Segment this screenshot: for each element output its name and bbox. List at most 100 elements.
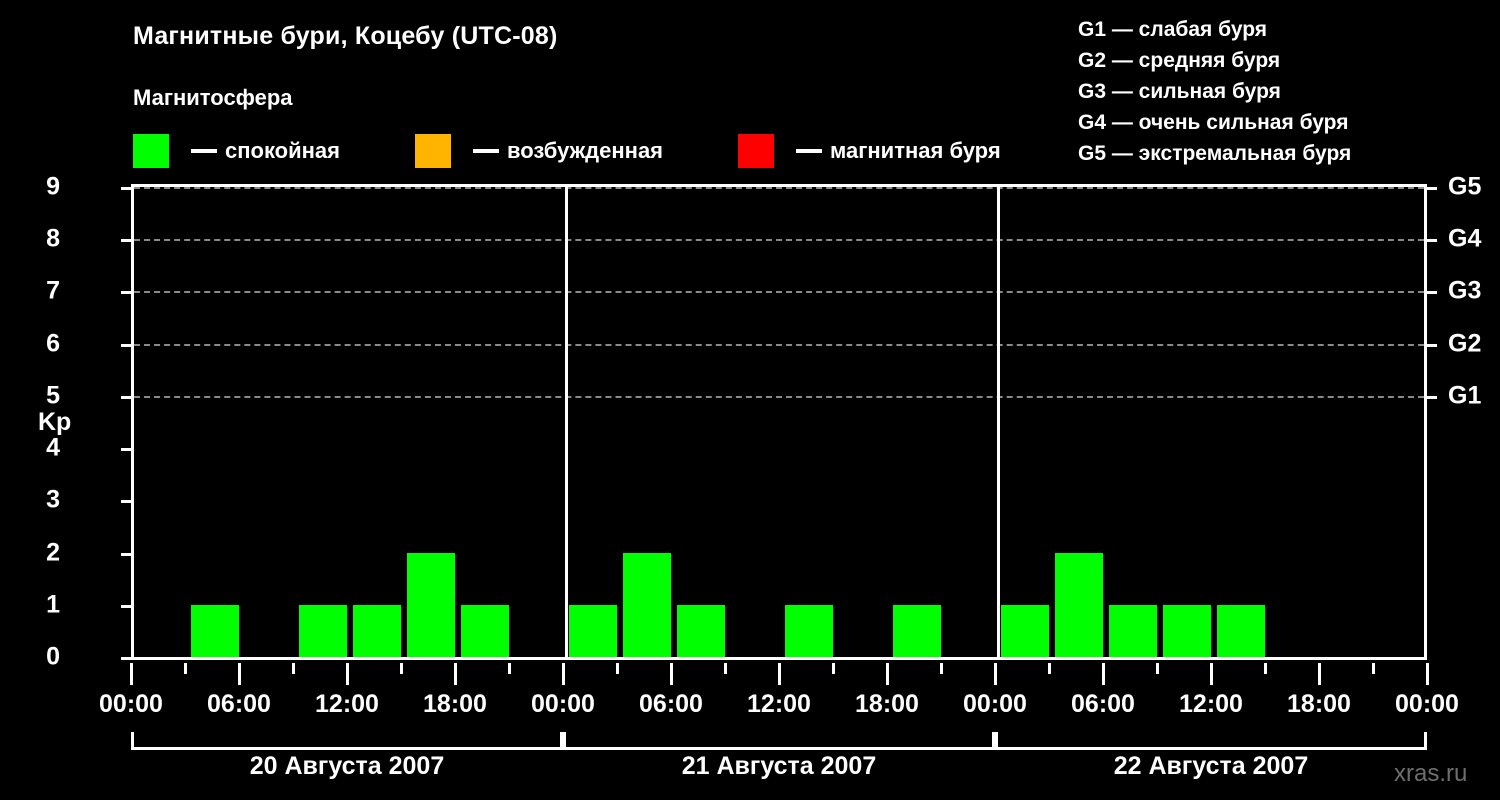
y-tick-label-6: 6 <box>46 329 60 358</box>
x-tick-18h <box>453 663 457 685</box>
x-tick-21h <box>507 663 511 674</box>
bar-day3-slot4[interactable] <box>1163 604 1211 657</box>
g-tick-mark-G5 <box>1424 187 1437 190</box>
y-tick-mark-8 <box>121 239 134 243</box>
x-tick-66h <box>1317 663 1321 685</box>
bar-day1-slot4[interactable] <box>299 604 347 657</box>
x-tick-label-1: 06:00 <box>207 690 271 718</box>
x-tick-label-6: 12:00 <box>747 690 811 718</box>
y-tick-label-9: 9 <box>46 172 60 201</box>
gridline-kp-8 <box>134 239 1424 242</box>
date-bracket-3 <box>995 732 1427 750</box>
x-tick-6h <box>237 663 241 685</box>
y-tick-mark-4 <box>121 448 134 452</box>
day-separator-1 <box>564 187 568 657</box>
legend-label: магнитная буря <box>830 138 1001 163</box>
y-tick-mark-2 <box>121 552 134 556</box>
g-tick-label-G2: G2 <box>1448 329 1482 358</box>
bar-day1-slot7[interactable] <box>461 604 509 657</box>
y-tick-mark-0 <box>121 657 134 660</box>
x-tick-51h <box>1047 663 1051 674</box>
x-tick-label-11: 18:00 <box>1287 690 1351 718</box>
bar-day2-slot5[interactable] <box>785 604 833 657</box>
date-label-2: 21 Августа 2007 <box>681 752 877 780</box>
bar-day2-slot1[interactable] <box>569 604 617 657</box>
x-tick-39h <box>831 663 835 674</box>
date-bracket-1 <box>131 732 563 750</box>
magnetosphere-label: Магнитосфера <box>133 85 293 110</box>
x-tick-label-8: 00:00 <box>963 690 1027 718</box>
y-axis-title: Kp <box>38 408 72 436</box>
gridline-kp-9 <box>134 187 1424 189</box>
gscale-legend-row-2: G2 — средняя буря <box>1078 49 1281 72</box>
g-tick-mark-G1 <box>1424 395 1437 399</box>
bar-day2-slot7[interactable] <box>893 604 941 657</box>
x-tick-0h <box>129 663 133 685</box>
x-tick-57h <box>1155 663 1159 674</box>
bar-day1-slot5[interactable] <box>353 604 401 657</box>
x-tick-60h <box>1209 663 1213 685</box>
gscale-legend-row-5: G5 — экстремальная буря <box>1078 142 1352 165</box>
red-swatch <box>738 134 774 168</box>
x-tick-27h <box>615 663 619 674</box>
legend-dash-icon <box>473 149 499 153</box>
x-tick-3h <box>183 663 187 674</box>
g-tick-label-G1: G1 <box>1448 381 1482 410</box>
x-tick-label-4: 00:00 <box>531 690 595 718</box>
x-tick-label-5: 06:00 <box>639 690 703 718</box>
legend-label: возбужденная <box>507 138 664 163</box>
bar-day1-slot2[interactable] <box>191 604 239 657</box>
plot-area <box>121 184 1437 660</box>
bar-day2-slot2[interactable] <box>623 552 671 657</box>
legend-dash-icon <box>796 149 822 153</box>
gridline-kp-5 <box>134 395 1424 398</box>
x-tick-24h <box>561 663 565 685</box>
y-tick-label-7: 7 <box>46 276 60 305</box>
x-tick-9h <box>291 663 295 674</box>
x-tick-69h <box>1371 663 1375 674</box>
bar-day3-slot3[interactable] <box>1109 604 1157 657</box>
day-separator-2 <box>996 187 1000 657</box>
gridline-kp-7 <box>134 291 1424 294</box>
x-tick-label-3: 18:00 <box>423 690 487 718</box>
date-bracket-2 <box>563 732 995 750</box>
x-tick-30h <box>669 663 673 685</box>
g-tick-label-G4: G4 <box>1448 224 1482 253</box>
bar-day3-slot2[interactable] <box>1055 552 1103 657</box>
amber-swatch <box>415 134 451 168</box>
g-tick-label-G3: G3 <box>1448 276 1482 305</box>
y-tick-label-8: 8 <box>46 224 60 253</box>
x-tick-label-9: 06:00 <box>1071 690 1135 718</box>
legend-label: спокойная <box>225 138 341 163</box>
legend-item-2: магнитная буря <box>738 134 1001 168</box>
g-tick-label-G5: G5 <box>1448 172 1482 201</box>
x-tick-45h <box>939 663 943 674</box>
gscale-legend-row-3: G3 — сильная буря <box>1078 80 1281 103</box>
y-tick-mark-6 <box>121 343 134 347</box>
legend-item-0: спокойная <box>133 134 340 168</box>
x-tick-label-0: 00:00 <box>99 690 163 718</box>
g-tick-mark-G2 <box>1424 343 1437 347</box>
gscale-legend-row-1: G1 — слабая буря <box>1078 18 1268 41</box>
bar-day3-slot5[interactable] <box>1217 604 1265 657</box>
x-tick-15h <box>399 663 403 674</box>
y-tick-label-5: 5 <box>46 381 60 410</box>
x-tick-42h <box>885 663 889 685</box>
x-tick-33h <box>723 663 727 674</box>
bar-day1-slot6[interactable] <box>407 552 455 657</box>
green-swatch <box>133 134 169 168</box>
y-tick-label-1: 1 <box>46 590 60 619</box>
bar-day3-slot1[interactable] <box>1001 604 1049 657</box>
y-tick-mark-9 <box>121 187 134 190</box>
y-tick-mark-7 <box>121 291 134 295</box>
x-tick-36h <box>777 663 781 685</box>
bar-day2-slot3[interactable] <box>677 604 725 657</box>
gscale-legend-row-4: G4 — очень сильная буря <box>1078 111 1349 134</box>
y-tick-label-0: 0 <box>46 642 60 671</box>
date-label-3: 22 Августа 2007 <box>1113 752 1309 780</box>
y-tick-label-2: 2 <box>46 538 60 567</box>
y-tick-label-4: 4 <box>46 433 60 462</box>
x-tick-48h <box>993 663 997 685</box>
y-tick-mark-1 <box>121 604 134 608</box>
x-tick-label-7: 18:00 <box>855 690 919 718</box>
